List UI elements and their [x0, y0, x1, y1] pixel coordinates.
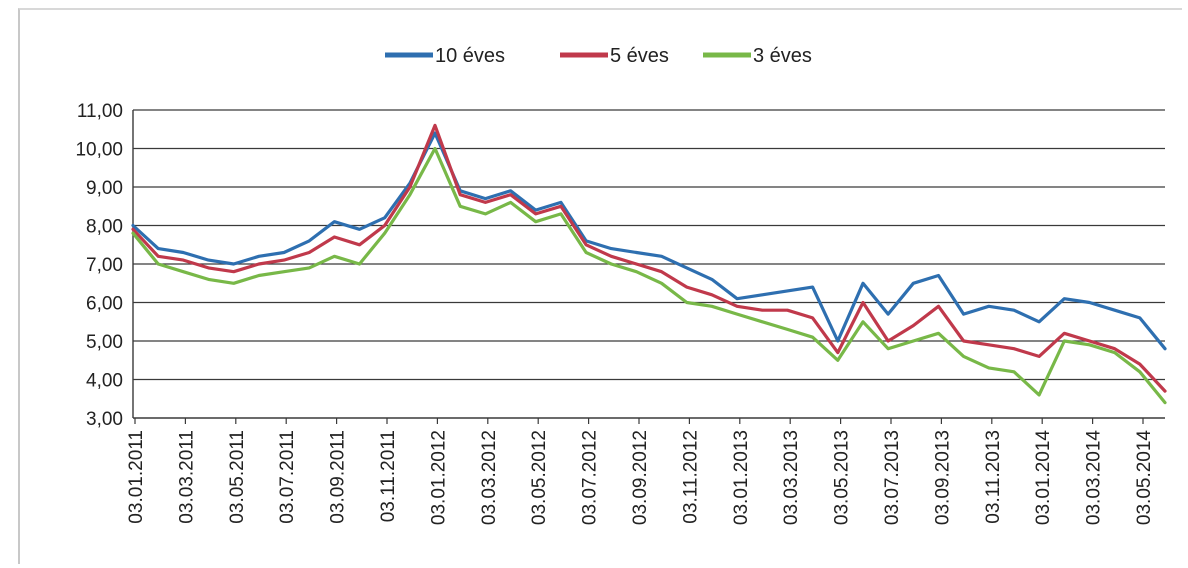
y-tick-label: 7,00	[86, 255, 123, 276]
x-tick-label: 03.11.2011	[378, 430, 399, 522]
legend-label-1: 10 éves	[435, 45, 505, 67]
series-line-1	[131, 131, 1167, 351]
y-tick-label: 11,00	[77, 101, 123, 122]
x-tick-label: 03.03.2012	[479, 430, 500, 525]
x-tick-label: 03.09.2012	[630, 430, 651, 525]
x-tick-label: 03.11.2012	[680, 430, 701, 524]
x-tick-label: 03.05.2013	[832, 430, 853, 525]
y-tick-label: 9,00	[86, 178, 123, 199]
y-tick-label: 10,00	[75, 140, 123, 161]
legend: 10 éves 5 éves 3 éves	[385, 45, 812, 67]
series-line-3	[131, 146, 1167, 405]
y-tick-label: 5,00	[86, 332, 123, 353]
legend-label-2: 5 éves	[610, 45, 669, 67]
x-tick-label: 03.07.2013	[882, 430, 903, 525]
y-axis: 3,00 4,00 5,00 6,00 7,00 8,00 9,00 10,00 11,00	[75, 101, 134, 430]
x-tick-label: 03.01.2013	[731, 430, 752, 525]
series-line-2	[131, 123, 1167, 393]
gridlines	[133, 109, 1165, 419]
y-tick-label: 6,00	[86, 294, 123, 315]
x-tick-label: 03.03.2013	[781, 430, 802, 525]
x-tick-label: 03.07.2011	[277, 430, 298, 524]
x-tick-label: 03.01.2011	[126, 430, 147, 524]
x-axis: 03.01.2011 03.03.2011 03.05.2011 03.07.2011…	[126, 418, 1155, 525]
y-tick-label: 3,00	[86, 409, 123, 430]
x-tick-label: 03.03.2011	[176, 430, 197, 524]
chart-frame	[18, 8, 1182, 564]
x-tick-label: 03.01.2014	[1033, 430, 1054, 526]
x-tick-label: 03.09.2013	[932, 430, 953, 525]
x-tick-label: 03.05.2011	[227, 430, 248, 524]
x-tick-label: 03.03.2014	[1084, 430, 1105, 526]
x-tick-label: 03.05.2014	[1134, 430, 1155, 526]
y-tick-label: 4,00	[86, 371, 123, 392]
y-tick-label: 8,00	[86, 217, 123, 238]
x-tick-label: 03.11.2013	[983, 430, 1004, 524]
legend-label-3: 3 éves	[753, 45, 812, 67]
x-tick-label: 03.09.2011	[328, 430, 349, 524]
x-tick-label: 03.05.2012	[529, 430, 550, 525]
x-tick-label: 03.01.2012	[428, 430, 449, 525]
x-tick-label: 03.07.2012	[580, 430, 601, 525]
plot-area	[131, 123, 1167, 405]
